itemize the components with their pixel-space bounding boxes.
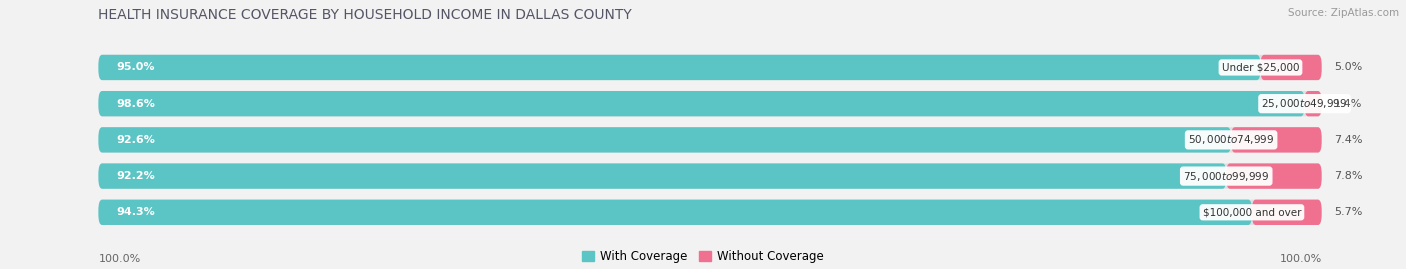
Text: 7.8%: 7.8% [1334,171,1362,181]
Text: 1.4%: 1.4% [1334,99,1362,109]
Text: 5.0%: 5.0% [1334,62,1362,72]
FancyBboxPatch shape [98,200,1251,225]
FancyBboxPatch shape [1251,200,1322,225]
FancyBboxPatch shape [1261,55,1322,80]
Text: $75,000 to $99,999: $75,000 to $99,999 [1182,169,1270,183]
Text: 100.0%: 100.0% [98,254,141,264]
FancyBboxPatch shape [98,163,1226,189]
FancyBboxPatch shape [1232,127,1322,153]
Text: $50,000 to $74,999: $50,000 to $74,999 [1188,133,1274,146]
Text: HEALTH INSURANCE COVERAGE BY HOUSEHOLD INCOME IN DALLAS COUNTY: HEALTH INSURANCE COVERAGE BY HOUSEHOLD I… [98,8,633,22]
FancyBboxPatch shape [98,55,1261,80]
FancyBboxPatch shape [1226,163,1322,189]
Legend: With Coverage, Without Coverage: With Coverage, Without Coverage [582,250,824,263]
Text: 92.6%: 92.6% [117,135,156,145]
Text: 100.0%: 100.0% [1279,254,1322,264]
Text: Under $25,000: Under $25,000 [1222,62,1299,72]
Text: 92.2%: 92.2% [117,171,156,181]
FancyBboxPatch shape [98,200,1322,225]
Text: $100,000 and over: $100,000 and over [1202,207,1301,217]
FancyBboxPatch shape [98,163,1322,189]
Text: Source: ZipAtlas.com: Source: ZipAtlas.com [1288,8,1399,18]
FancyBboxPatch shape [1305,91,1322,116]
Text: 95.0%: 95.0% [117,62,155,72]
FancyBboxPatch shape [98,127,1322,153]
FancyBboxPatch shape [98,91,1305,116]
Text: $25,000 to $49,999: $25,000 to $49,999 [1261,97,1348,110]
FancyBboxPatch shape [98,55,1322,80]
Text: 5.7%: 5.7% [1334,207,1362,217]
Text: 94.3%: 94.3% [117,207,156,217]
Text: 98.6%: 98.6% [117,99,156,109]
FancyBboxPatch shape [98,127,1232,153]
FancyBboxPatch shape [98,91,1322,116]
Text: 7.4%: 7.4% [1334,135,1362,145]
